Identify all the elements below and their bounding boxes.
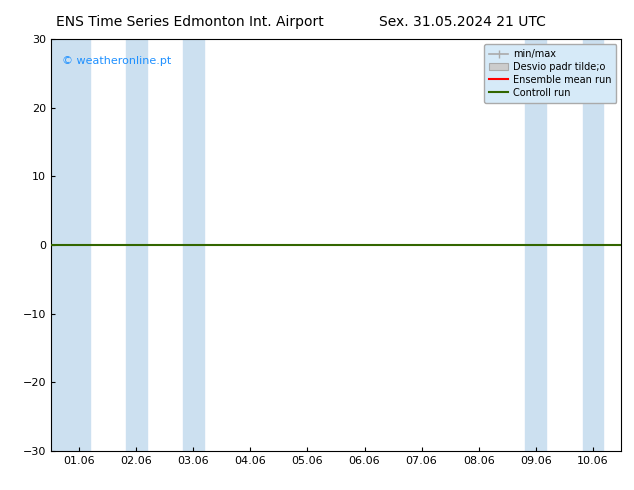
Bar bbox=[526, 39, 546, 451]
Legend: min/max, Desvio padr tilde;o, Ensemble mean run, Controll run: min/max, Desvio padr tilde;o, Ensemble m… bbox=[484, 44, 616, 102]
Bar bbox=[183, 39, 204, 451]
Text: © weatheronline.pt: © weatheronline.pt bbox=[62, 56, 171, 66]
Text: ENS Time Series Edmonton Int. Airport: ENS Time Series Edmonton Int. Airport bbox=[56, 15, 324, 29]
Bar bbox=[583, 39, 603, 451]
Text: Sex. 31.05.2024 21 UTC: Sex. 31.05.2024 21 UTC bbox=[379, 15, 547, 29]
Bar bbox=[51, 39, 89, 451]
Bar bbox=[126, 39, 146, 451]
